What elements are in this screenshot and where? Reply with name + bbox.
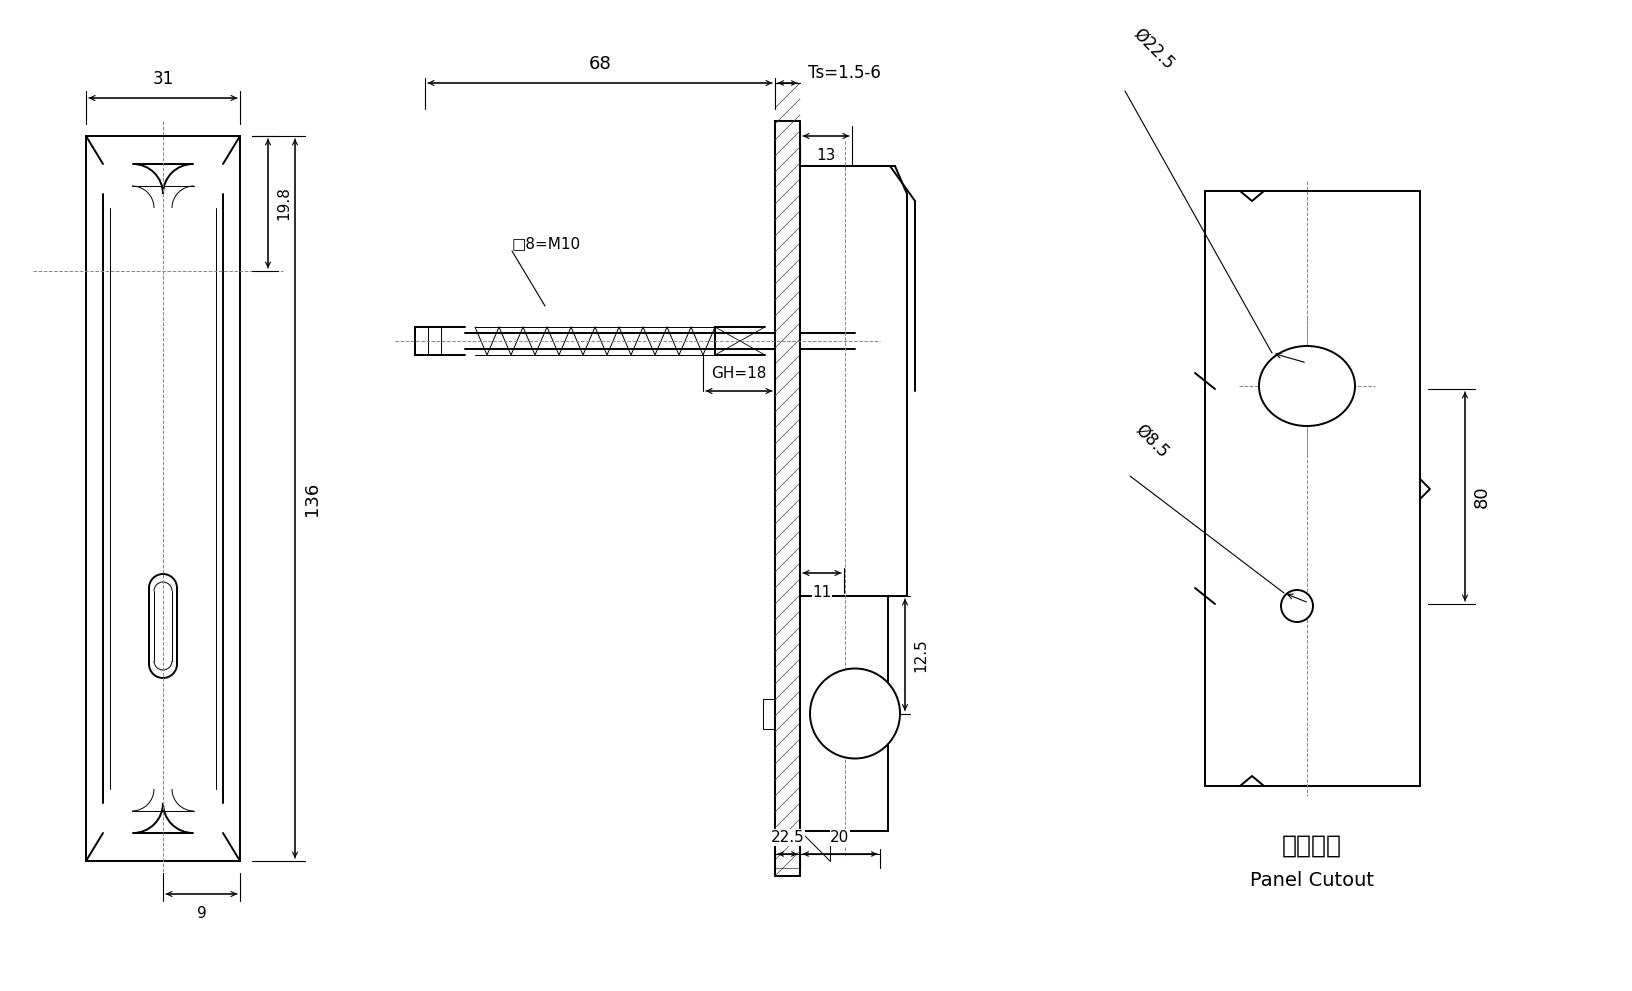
Text: 12.5: 12.5	[912, 638, 927, 672]
Text: 80: 80	[1472, 486, 1490, 507]
Text: 开孔尺寸: 开孔尺寸	[1281, 834, 1342, 858]
Text: GH=18: GH=18	[712, 366, 765, 381]
Circle shape	[809, 669, 899, 758]
Text: 31: 31	[152, 70, 173, 88]
Text: 13: 13	[816, 148, 836, 163]
Text: 136: 136	[304, 482, 322, 515]
Text: 11: 11	[811, 585, 831, 600]
Text: Ts=1.5-6: Ts=1.5-6	[808, 64, 880, 82]
Text: Ø22.5: Ø22.5	[1129, 25, 1177, 73]
Text: Ø8.5: Ø8.5	[1131, 420, 1172, 461]
Text: □8=M10: □8=M10	[512, 236, 581, 251]
Text: Panel Cutout: Panel Cutout	[1248, 871, 1373, 891]
Text: 22.5: 22.5	[770, 830, 805, 845]
Text: 68: 68	[588, 55, 610, 73]
Text: 19.8: 19.8	[276, 186, 290, 220]
Text: 20: 20	[829, 830, 849, 845]
Circle shape	[1279, 590, 1312, 622]
Ellipse shape	[1258, 346, 1355, 426]
Text: 9: 9	[196, 906, 206, 921]
